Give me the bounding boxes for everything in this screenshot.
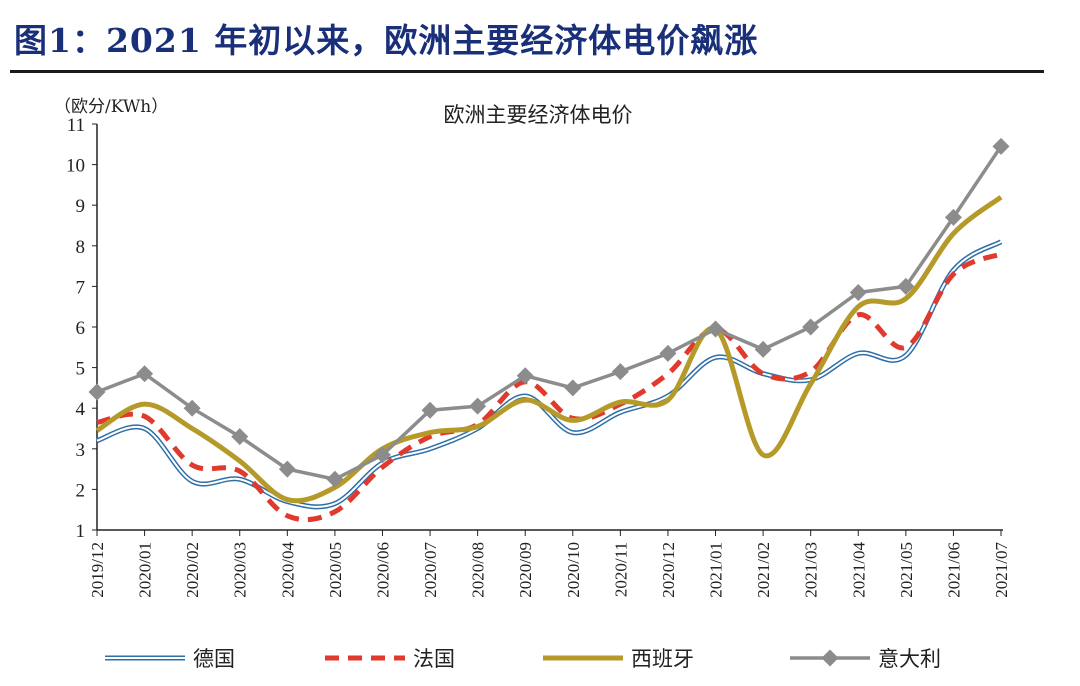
- x-tick-label: 2020/09: [516, 542, 535, 598]
- legend-label-3: 意大利: [878, 647, 941, 671]
- data-point-marker: [659, 344, 677, 362]
- legend-label-0: 德国: [193, 647, 235, 671]
- chart-title: 欧洲主要经济体电价: [444, 103, 633, 127]
- title-rule: [10, 70, 1044, 73]
- y-tick-label: 7: [76, 277, 86, 298]
- data-point-marker: [373, 446, 391, 464]
- y-tick-label: 8: [76, 237, 86, 258]
- x-tick-label: 2020/03: [231, 542, 250, 598]
- data-point-marker: [421, 401, 439, 419]
- data-point-marker: [231, 428, 249, 446]
- data-point-marker: [944, 208, 962, 226]
- data-point-marker: [992, 137, 1010, 155]
- y-tick-label: 9: [76, 196, 86, 217]
- series-line-3: [96, 145, 1003, 482]
- y-tick-label: 4: [76, 399, 86, 420]
- data-point-marker: [754, 340, 772, 358]
- x-tick-label: 2020/04: [278, 542, 297, 598]
- y-tick-label: 2: [76, 480, 86, 501]
- x-tick-label: 2020/05: [326, 542, 345, 598]
- figure-title: 图1：2021 年初以来，欧洲主要经济体电价飙涨: [14, 21, 759, 60]
- y-tick-label: 10: [66, 156, 85, 177]
- series-line-2: [95, 195, 1003, 504]
- data-point-marker: [326, 470, 344, 488]
- x-tick-label: 2021/04: [849, 542, 868, 598]
- y-tick-label: 6: [76, 318, 86, 339]
- x-tick-label: 2021/06: [944, 542, 963, 598]
- data-point-marker: [564, 379, 582, 397]
- series-line-1: [96, 251, 1002, 523]
- x-tick-label: 2020/12: [659, 542, 678, 598]
- data-point-marker: [88, 383, 106, 401]
- y-axis-label: （欧分/KWh）: [54, 97, 168, 117]
- y-tick-label: 1: [76, 521, 86, 542]
- y-tick-label: 3: [76, 440, 86, 461]
- x-tick-label: 2020/07: [421, 542, 440, 598]
- data-point-marker: [183, 399, 201, 417]
- x-tick-label: 2020/10: [564, 542, 583, 598]
- legend-marker: [821, 649, 839, 667]
- legend-label-2: 西班牙: [631, 647, 694, 671]
- x-tick-label: 2021/01: [707, 542, 726, 598]
- data-point-marker: [849, 284, 867, 301]
- data-point-marker: [611, 363, 629, 381]
- y-tick-label: 5: [76, 359, 86, 380]
- x-tick-label: 2020/06: [373, 542, 392, 598]
- data-point-marker: [469, 397, 487, 415]
- y-tick-label: 11: [67, 115, 85, 136]
- x-tick-label: 2021/02: [754, 542, 773, 598]
- data-point-marker: [278, 460, 296, 478]
- data-point-marker: [897, 277, 915, 295]
- x-tick-label: 2021/03: [802, 542, 821, 598]
- series-line-0: [96, 239, 1003, 510]
- legend-label-1: 法国: [413, 647, 455, 671]
- x-tick-label: 2020/02: [183, 542, 202, 598]
- x-tick-label: 2021/07: [992, 542, 1011, 598]
- data-point-marker: [516, 367, 534, 385]
- x-tick-label: 2020/01: [136, 542, 155, 598]
- x-tick-label: 2020/11: [611, 542, 630, 597]
- series-line-0-inner: [96, 240, 1002, 508]
- data-point-marker: [707, 320, 725, 338]
- x-tick-label: 2020/08: [469, 542, 488, 598]
- data-point-marker: [802, 318, 820, 336]
- x-tick-label: 2021/05: [897, 542, 916, 598]
- x-tick-label: 2019/12: [88, 542, 107, 598]
- data-point-marker: [136, 365, 154, 383]
